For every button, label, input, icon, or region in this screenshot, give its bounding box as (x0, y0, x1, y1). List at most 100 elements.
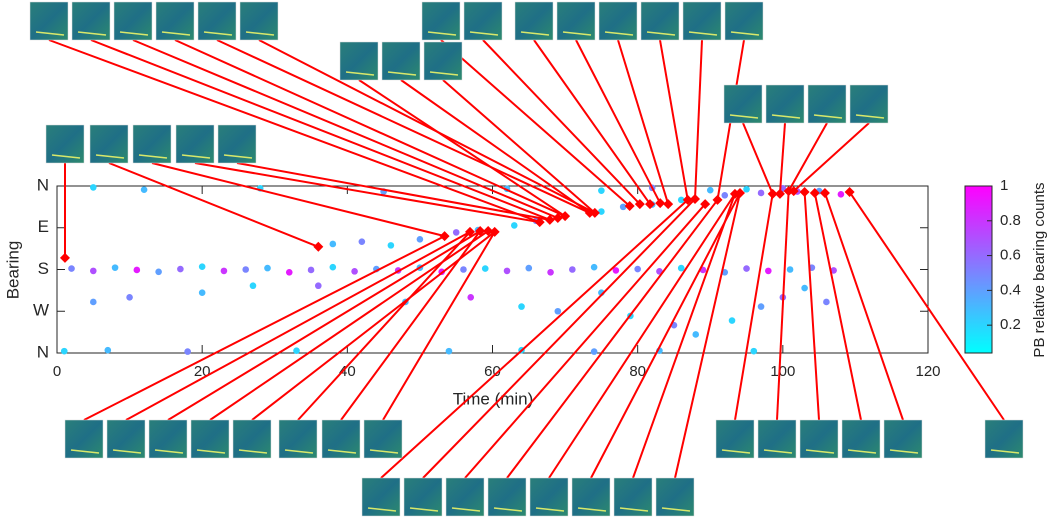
spectrogram-streak (95, 154, 125, 159)
point (104, 346, 112, 354)
colorbar-tick-label: 0.4 (1000, 281, 1021, 298)
point (140, 186, 148, 194)
point (706, 186, 714, 194)
point (126, 294, 133, 301)
connector (803, 191, 820, 421)
connector (422, 198, 696, 479)
point (503, 267, 511, 275)
connector (90, 39, 551, 221)
point (692, 331, 700, 338)
point (554, 307, 562, 315)
point (467, 294, 475, 301)
colorbar-tick-label: 0.2 (1000, 316, 1021, 333)
y-tick-label: N (37, 175, 49, 194)
spectrogram-streak (855, 114, 885, 119)
connector (83, 235, 446, 421)
spectrogram-thumbnail (106, 419, 146, 459)
connector (151, 162, 445, 238)
point (184, 348, 191, 355)
detection (313, 241, 324, 252)
point (60, 347, 68, 355)
detection (624, 200, 635, 211)
connector (251, 231, 496, 421)
point (198, 289, 206, 296)
detection (655, 198, 666, 209)
connector (167, 230, 481, 421)
spectrogram-streak (990, 449, 1020, 454)
connector (400, 79, 591, 214)
connector (464, 203, 706, 479)
y-axis-label: Bearing (3, 241, 22, 300)
detection (544, 214, 555, 225)
x-tick-label: 120 (915, 363, 940, 380)
connector (575, 39, 662, 204)
point (329, 263, 337, 271)
spectrogram-streak (562, 31, 592, 36)
x-tick-label: 100 (770, 363, 795, 380)
point (358, 238, 366, 245)
connector (793, 122, 870, 192)
point (111, 264, 119, 271)
spectrogram-streak (35, 31, 65, 36)
spectrogram-streak (367, 507, 397, 512)
point (518, 303, 525, 310)
connector (174, 39, 566, 218)
spectrogram-streak (661, 507, 691, 512)
spectrogram-streak (51, 154, 81, 159)
detection (799, 187, 810, 198)
point (351, 268, 358, 275)
connector (506, 199, 719, 479)
spectrogram-streak (730, 31, 760, 36)
spectrogram-streak (619, 507, 649, 512)
spectrogram-streak (688, 31, 718, 36)
spectrogram-streak (451, 507, 481, 512)
point (387, 242, 395, 249)
connector (590, 192, 741, 479)
point (598, 208, 605, 215)
point (677, 196, 685, 204)
detection (735, 187, 746, 198)
spectrogram-streak (77, 31, 107, 36)
detection (584, 207, 595, 218)
point (416, 236, 424, 243)
colorbar (964, 185, 993, 354)
point (750, 347, 758, 355)
spectrogram-streak (577, 507, 607, 512)
point (249, 282, 257, 290)
connector (694, 39, 703, 200)
detection (634, 199, 645, 210)
connector (216, 39, 591, 214)
detection (645, 199, 656, 210)
detection (809, 187, 820, 198)
connector (236, 162, 551, 221)
point (155, 268, 162, 276)
spectrogram-streak (729, 114, 759, 119)
spectrogram-thumbnail (757, 419, 797, 459)
spectrogram-streak (203, 31, 233, 36)
spectrogram-streak (284, 449, 314, 454)
connector (442, 79, 596, 214)
colorbar-label: PB relative bearing counts (1031, 182, 1048, 357)
colorbar-tick-label: 1 (1000, 177, 1008, 194)
detection (712, 194, 723, 205)
detection (589, 207, 600, 218)
spectrogram-streak (646, 31, 676, 36)
spectrogram-streak (813, 114, 843, 119)
spectrogram-streak (763, 449, 793, 454)
spectrogram-streak (161, 31, 191, 36)
spectrogram-streak (181, 154, 211, 159)
y-tick-label: E (38, 217, 49, 236)
connector (548, 193, 736, 479)
detection (534, 217, 545, 228)
connector (358, 79, 566, 217)
point (786, 266, 794, 273)
point (460, 266, 467, 273)
point (285, 268, 293, 276)
spectrogram-streak (387, 71, 417, 76)
spectrogram-streak (138, 154, 168, 159)
connector (787, 122, 828, 192)
point (452, 229, 460, 236)
point (242, 266, 250, 273)
point (133, 266, 141, 274)
